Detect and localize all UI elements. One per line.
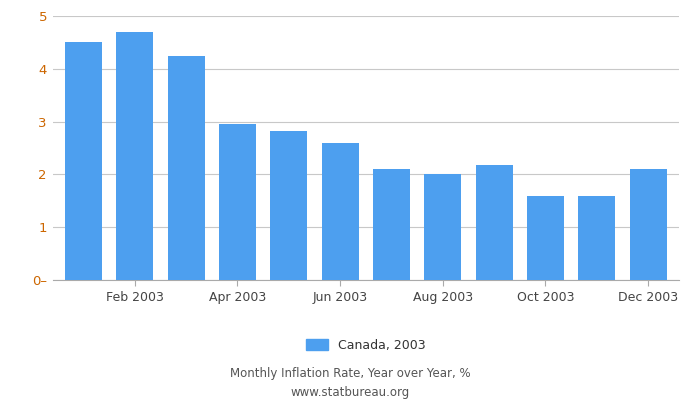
Bar: [424, 174, 461, 280]
Bar: [116, 32, 153, 280]
Bar: [527, 196, 564, 280]
Bar: [373, 169, 410, 280]
Bar: [321, 143, 358, 280]
Text: www.statbureau.org: www.statbureau.org: [290, 386, 410, 399]
Bar: [219, 124, 256, 280]
Bar: [65, 42, 101, 280]
Bar: [630, 169, 666, 280]
Bar: [167, 56, 204, 280]
Bar: [475, 165, 512, 280]
Legend: Canada, 2003: Canada, 2003: [301, 334, 430, 357]
Text: Monthly Inflation Rate, Year over Year, %: Monthly Inflation Rate, Year over Year, …: [230, 368, 470, 380]
Bar: [578, 196, 615, 280]
Bar: [270, 131, 307, 280]
